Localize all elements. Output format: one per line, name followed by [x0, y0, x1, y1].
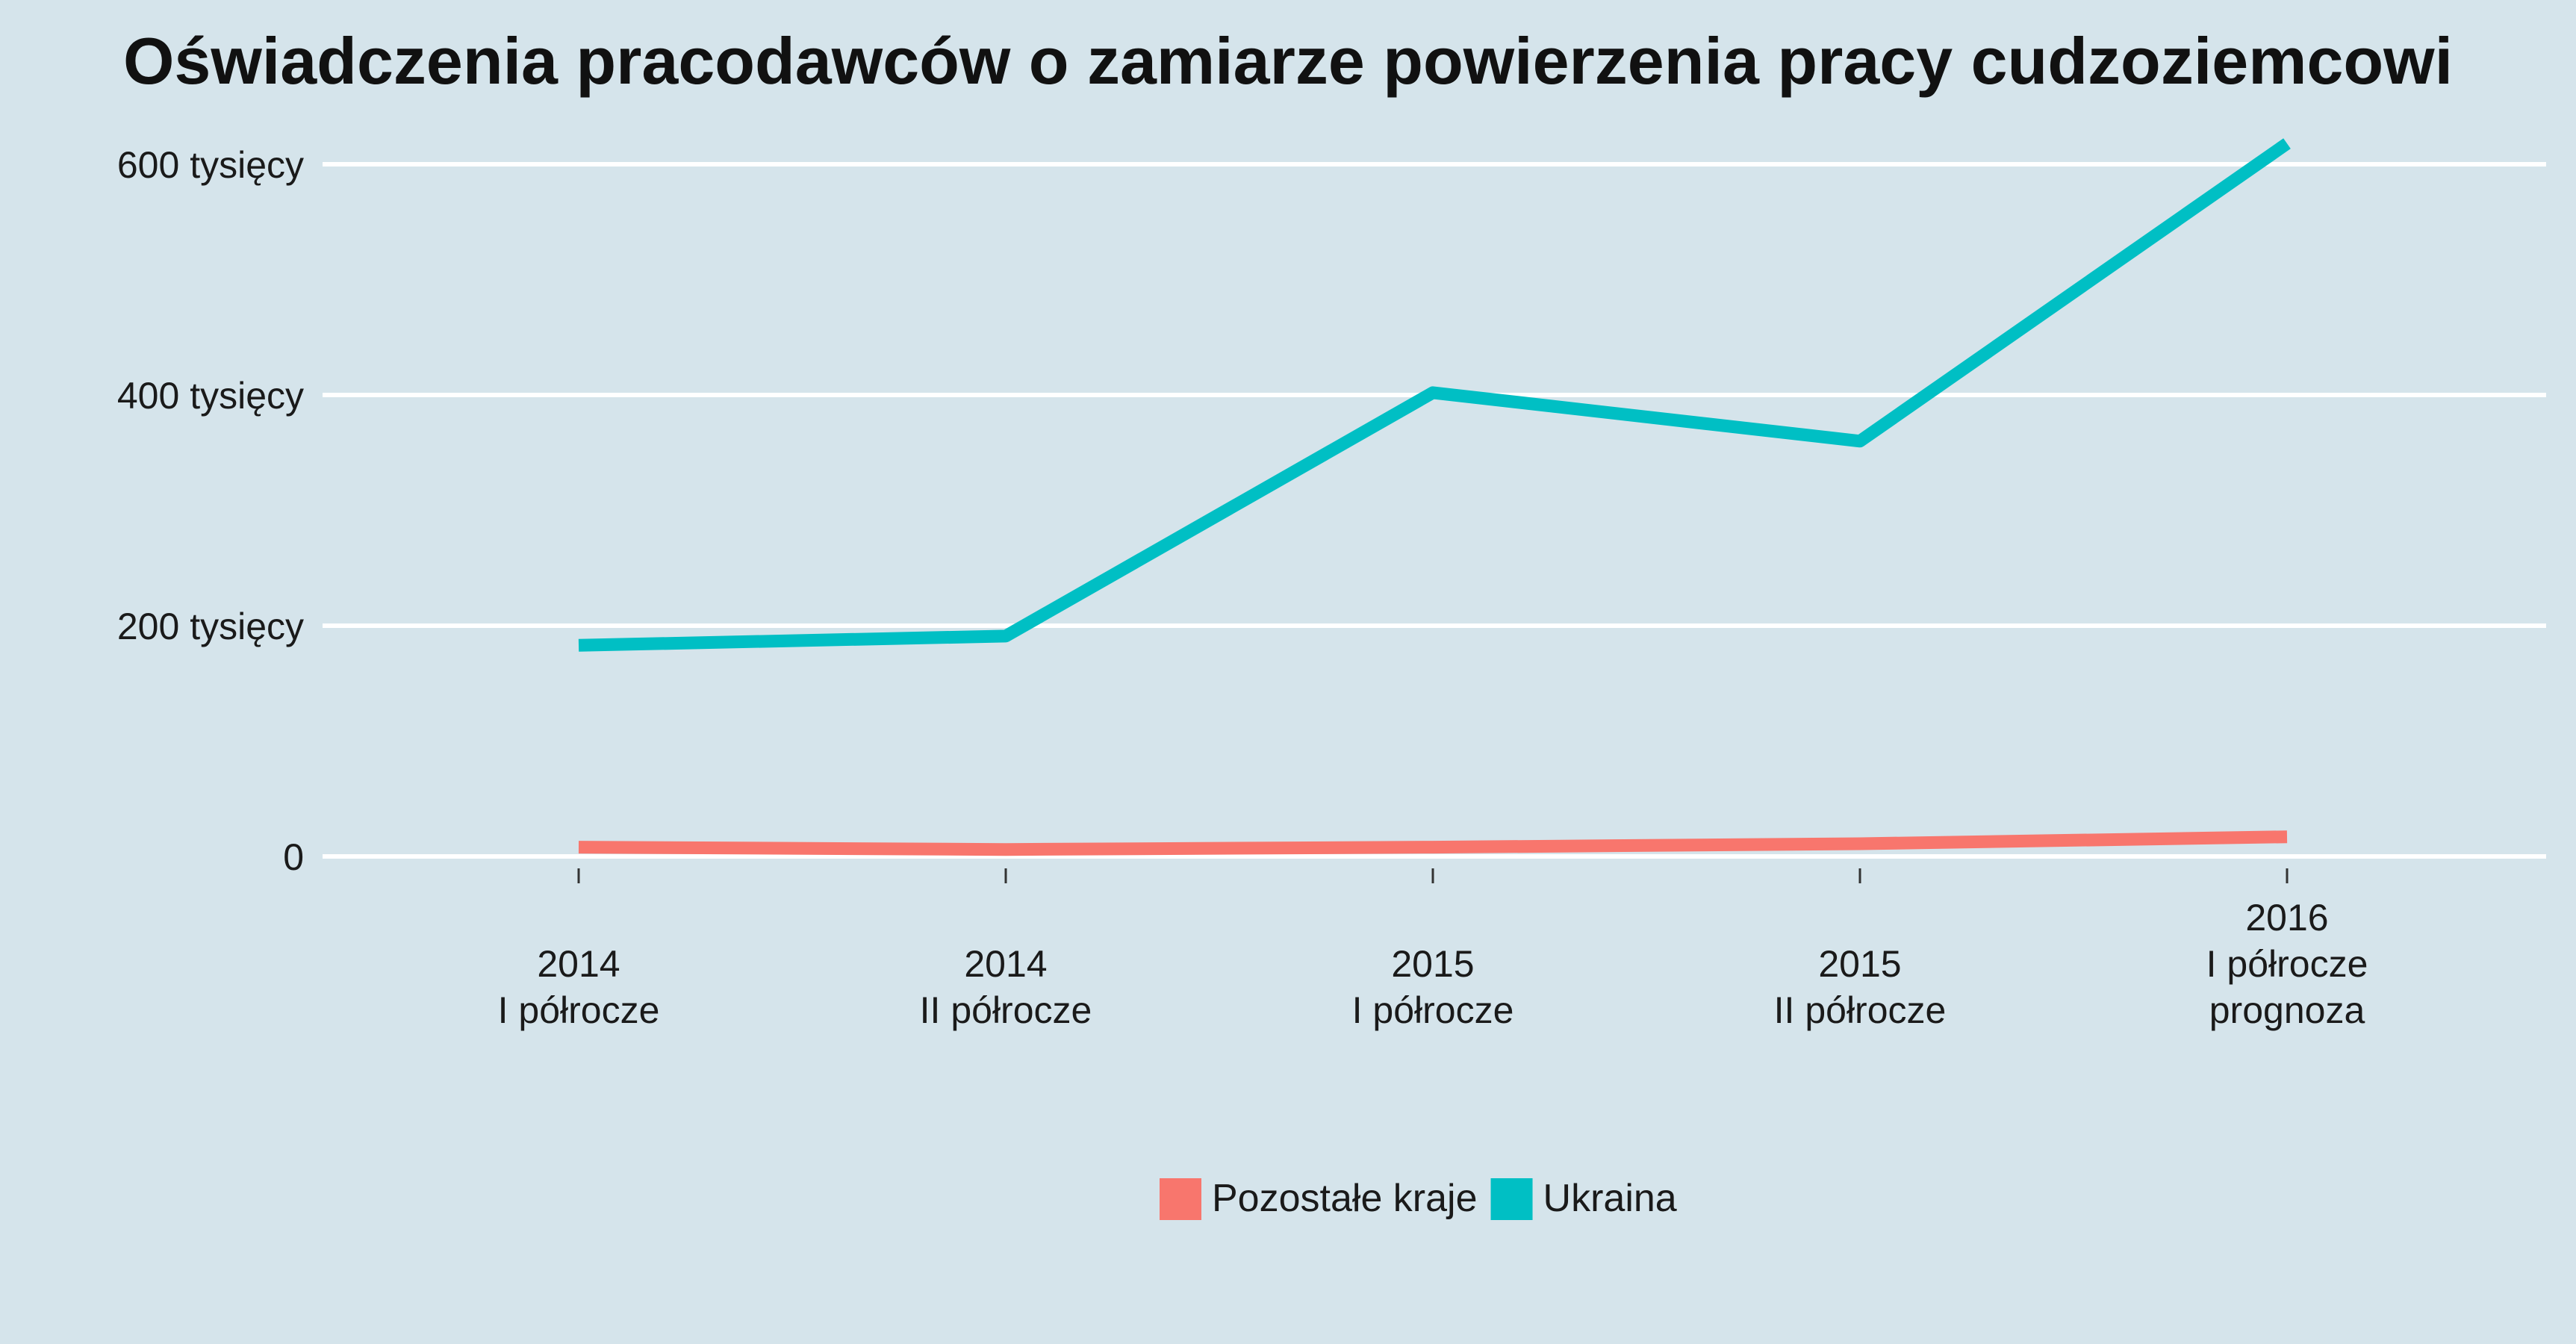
series-line-0	[578, 830, 2288, 856]
x-tick-label-line: II półrocze	[920, 989, 1092, 1031]
legend: Pozostałe kraje Ukraina	[1160, 1177, 1677, 1220]
x-tick-label: 2014 II półrocze	[920, 943, 1092, 1031]
legend-swatch	[1160, 1178, 1201, 1220]
x-tick-label-line: I półrocze	[2206, 943, 2368, 985]
x-tick-label-line: 2015	[1391, 943, 1474, 985]
x-tick-label: 2014 I półrocze	[498, 943, 660, 1031]
y-tick-label: 400 tysięcy	[117, 375, 304, 417]
gridlines	[323, 162, 2546, 859]
series-lines	[578, 138, 2291, 856]
x-tick-label: 2015 II półrocze	[1774, 943, 1947, 1031]
y-axis-ticks: 0 200 tysięcy 400 tysięcy 600 tysięcy	[117, 144, 304, 878]
legend-swatch	[1490, 1178, 1533, 1220]
y-tick-label: 600 tysięcy	[117, 144, 304, 186]
chart-title: Oświadczenia pracodawców o zamiarze powi…	[123, 24, 2453, 98]
x-tick-label-line: 2015	[1818, 943, 1901, 985]
x-tick-label-line: 2014	[537, 943, 620, 985]
x-tick-label-line: I półrocze	[1352, 989, 1514, 1031]
x-tick-label-line: II półrocze	[1774, 989, 1947, 1031]
series-line-1	[578, 138, 2291, 652]
y-tick-label: 200 tysięcy	[117, 606, 304, 647]
x-tick-label-line: I półrocze	[498, 989, 660, 1031]
x-tick-label: 2015 I półrocze	[1352, 943, 1514, 1031]
legend-label: Pozostałe kraje	[1212, 1177, 1478, 1220]
x-tick-label-line: 2014	[964, 943, 1047, 985]
legend-label: Ukraina	[1543, 1177, 1677, 1220]
x-tick-label-line: 2016	[2245, 897, 2328, 939]
x-tick-label: 2016 I półrocze prognoza	[2206, 897, 2368, 1031]
x-tick-label-line: prognoza	[2209, 989, 2365, 1031]
y-tick-label: 0	[283, 836, 304, 878]
